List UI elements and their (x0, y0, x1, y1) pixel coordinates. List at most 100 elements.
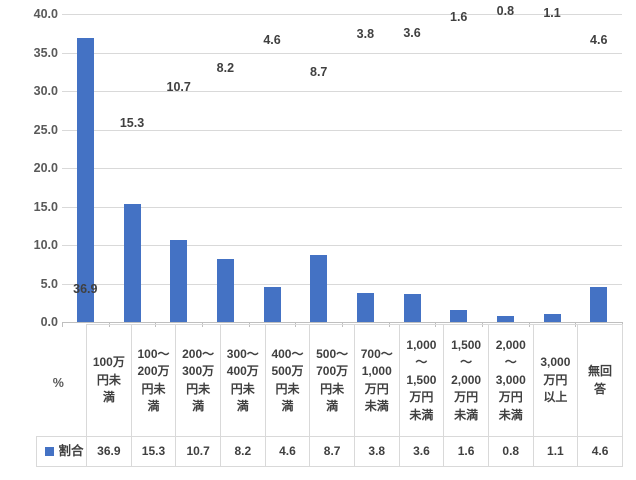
bar-value-label: 4.6 (590, 33, 608, 48)
table-value-cell: 1.1 (532, 436, 579, 467)
category-label-line: 400〜 (271, 346, 304, 361)
bar-value-label: 3.6 (403, 25, 421, 40)
table-category-cell: 100〜 200万 円未満 (130, 324, 177, 437)
bar-value-label: 8.2 (216, 61, 235, 76)
y-axis-tick-label: 30.0 (33, 84, 58, 98)
bar-value-label: 36.9 (73, 282, 98, 297)
category-label-line: 答 (594, 381, 607, 396)
category-label-line: 未満 (364, 398, 389, 413)
bar-slot: 3.6 (389, 0, 436, 322)
legend-cell: 割合 (36, 436, 87, 467)
category-label-line: 万円 (409, 390, 434, 405)
bar[interactable] (356, 292, 374, 322)
bar[interactable] (263, 286, 281, 322)
table-category-cell: 300〜 400万 円未満 (219, 324, 266, 437)
category-label-line: 未満 (454, 407, 479, 422)
table-category-cell: 1,000 〜 1,500 万円 未満 (398, 324, 445, 437)
table-category-cell: 1,500 〜 2,000 万円 未満 (443, 324, 489, 437)
gridline (62, 91, 622, 92)
y-axis-tick-label: 0.0 (40, 315, 58, 329)
table-category-cell: 200〜 300万 円未満 (175, 324, 221, 437)
category-label-line: 万円 (543, 372, 568, 387)
category-label-line: 満 (281, 398, 294, 413)
category-label-line: 〜 (415, 355, 428, 370)
bar-slot: 0.8 (482, 0, 529, 322)
percent-unit-label: % (52, 376, 64, 391)
bar-slot: 8.7 (295, 0, 342, 322)
plot-area: 0.0 5.0 10.0 15.0 20.0 25.0 30.0 35.0 40.0 36.9 1… (33, 0, 623, 329)
category-label-line: 未満 (409, 407, 434, 422)
bar-value-label: 1.1 (543, 6, 561, 21)
category-label-line: 200〜 (182, 346, 215, 361)
bar-slot: 3.8 (342, 0, 389, 322)
gridline (62, 206, 622, 208)
bar[interactable] (123, 204, 141, 322)
category-label-line: 万円 (498, 390, 523, 405)
bar-slot: 4.6 (575, 0, 622, 322)
table-value-cell: 3.6 (398, 436, 445, 467)
y-axis-tick-label: 15.0 (33, 199, 58, 214)
category-label-line: 400万 (226, 364, 259, 379)
table-value-cell: 0.8 (487, 436, 534, 467)
table-value-row: 割合 36.9 15.3 10.7 8.2 4.6 8.7 3.8 3.6 1.6 0.8 1.1 4… (36, 436, 623, 467)
category-label-line: 未満 (498, 407, 523, 422)
table-value-cell: 4.6 (264, 436, 311, 467)
bar-value-label: 8.7 (309, 65, 328, 79)
bar[interactable] (216, 258, 234, 322)
category-tick (62, 322, 63, 327)
category-label-line: 2,000 (495, 338, 526, 353)
category-label-line: 以上 (543, 390, 568, 405)
bar-slot: 1.1 (529, 0, 576, 322)
table-value-cell: 10.7 (175, 436, 221, 467)
y-axis-tick-label: 40.0 (33, 7, 58, 21)
gridline (62, 129, 622, 131)
category-label-line: 円未 (96, 372, 121, 387)
gridline (62, 168, 622, 169)
category-label-line: 1,000 (406, 338, 437, 353)
bar-slot: 1.6 (435, 0, 482, 322)
y-axis-tick-label: 10.0 (33, 238, 58, 252)
category-label-line: 500〜 (316, 346, 349, 361)
category-label-line: 〜 (460, 355, 473, 370)
bar[interactable] (450, 309, 468, 322)
category-label-line: 満 (147, 398, 160, 413)
table-header-row: % 100万 円未満 100〜 200万 円未満 200〜 300万 円未満 300〜 400万円… (37, 324, 623, 437)
gridline (62, 283, 622, 285)
category-label-line: 1,000 (361, 364, 392, 379)
category-label-line: 満 (236, 398, 249, 413)
bar[interactable] (496, 315, 514, 322)
gridline (62, 14, 622, 15)
bar-value-label: 0.8 (496, 4, 515, 19)
category-label-line: 円未 (275, 381, 300, 396)
bar[interactable] (590, 286, 608, 322)
category-label-line: 円未 (186, 381, 211, 396)
table-category-cell: 100万 円未満 (86, 324, 132, 437)
category-label-line: 2,000 (451, 372, 482, 387)
y-axis-tick-label: 5.0 (40, 276, 58, 291)
table-value-cell: 4.6 (577, 436, 623, 467)
table-category-cell: 無回答 (577, 324, 623, 437)
bar-slot: 10.7 (155, 0, 202, 322)
category-label-line: 500万 (271, 364, 304, 379)
category-label-line: 1,500 (451, 338, 482, 353)
bar[interactable] (170, 239, 188, 322)
bar-slot: 8.2 (202, 0, 249, 322)
category-label-line: 100万 (92, 355, 125, 370)
category-label-line: 円未 (141, 381, 166, 396)
category-tick (622, 322, 623, 327)
category-label-line: 3,000 (540, 355, 571, 370)
bars-group: 36.9 15.3 10.7 8.2 4.6 8.7 3.8 3.6 1.6 0.8 1.1 4.6 (62, 0, 622, 322)
category-label-line: 700〜 (360, 346, 393, 361)
category-label-line: 円未 (320, 381, 345, 396)
category-label-line: 700万 (316, 364, 349, 379)
bar-slot: 4.6 (249, 0, 296, 322)
table-category-cell: 500〜 700万 円未満 (309, 324, 355, 437)
bar[interactable] (403, 294, 421, 322)
bar[interactable] (543, 313, 561, 322)
bar[interactable] (310, 255, 328, 322)
category-label-line: 円未 (230, 381, 255, 396)
category-label-line: 300万 (182, 364, 215, 379)
bar-value-label: 4.6 (263, 33, 281, 48)
bar[interactable] (76, 37, 94, 322)
category-label-line: 〜 (504, 355, 517, 370)
